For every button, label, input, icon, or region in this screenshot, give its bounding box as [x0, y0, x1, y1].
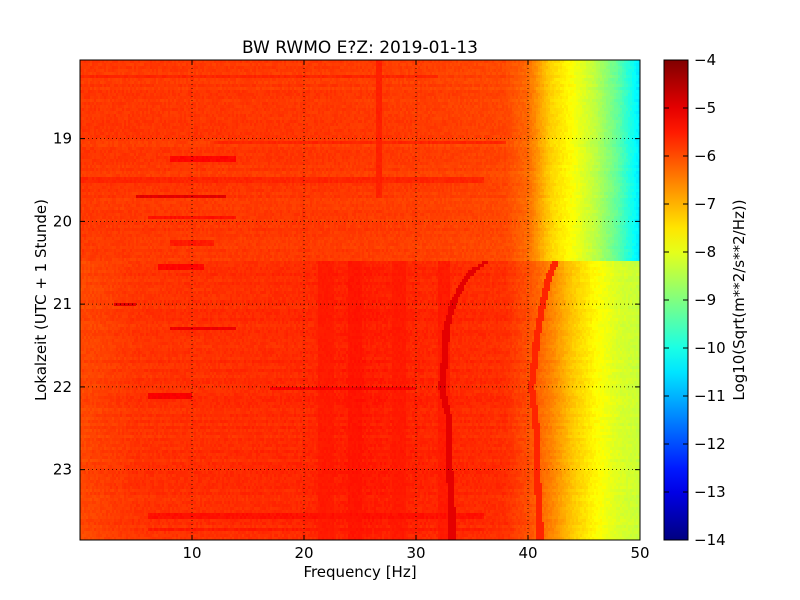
colorbar-tick-label: −9 [694, 291, 716, 309]
x-tick-label: 40 [518, 544, 537, 562]
chart-title: BW RWMO E?Z: 2019-01-13 [242, 38, 478, 58]
colorbar: −14 −13 −12 −11 −10 −9 −8 −7 −6 −5 −4 Log10(Sqrt(m… [663, 51, 748, 549]
y-tick-label: 20 [53, 212, 72, 230]
x-axis-label: Frequency [Hz] [303, 563, 416, 581]
y-tick-label: 23 [53, 461, 72, 479]
y-tick-label: 19 [53, 130, 72, 148]
colorbar-ticks: −14 −13 −12 −11 −10 −9 −8 −7 −6 −5 −4 [664, 51, 726, 549]
x-tick-label: 30 [406, 544, 425, 562]
colorbar-tick-label: −12 [694, 435, 726, 453]
colorbar-tick-label: −7 [694, 195, 716, 213]
x-axis-ticks: 10 20 30 40 50 [182, 60, 650, 562]
y-axis-label: Lokalzeit (UTC + 1 Stunde) [32, 199, 50, 401]
grid-lines [80, 60, 640, 540]
spectrogram-heatmap [80, 60, 640, 540]
colorbar-tick-label: −13 [694, 483, 726, 501]
plot-frame [79, 59, 641, 541]
x-tick-label: 10 [182, 544, 201, 562]
colorbar-tick-label: −10 [694, 339, 726, 357]
colorbar-tick-label: −5 [694, 99, 716, 117]
colorbar-tick-label: −11 [694, 387, 726, 405]
colorbar-tick-label: −6 [694, 147, 716, 165]
x-tick-label: 50 [630, 544, 649, 562]
y-axis-ticks: 19 20 21 22 23 [53, 130, 640, 479]
colorbar-tick-label: −14 [694, 531, 726, 549]
y-tick-label: 22 [53, 378, 72, 396]
colorbar-tick-label: −4 [694, 51, 716, 69]
colorbar-tick-label: −8 [694, 243, 716, 261]
x-tick-label: 20 [294, 544, 313, 562]
colorbar-label: Log10(Sqrt(m**2/s**2/Hz)) [730, 199, 748, 400]
y-tick-label: 21 [53, 295, 72, 313]
